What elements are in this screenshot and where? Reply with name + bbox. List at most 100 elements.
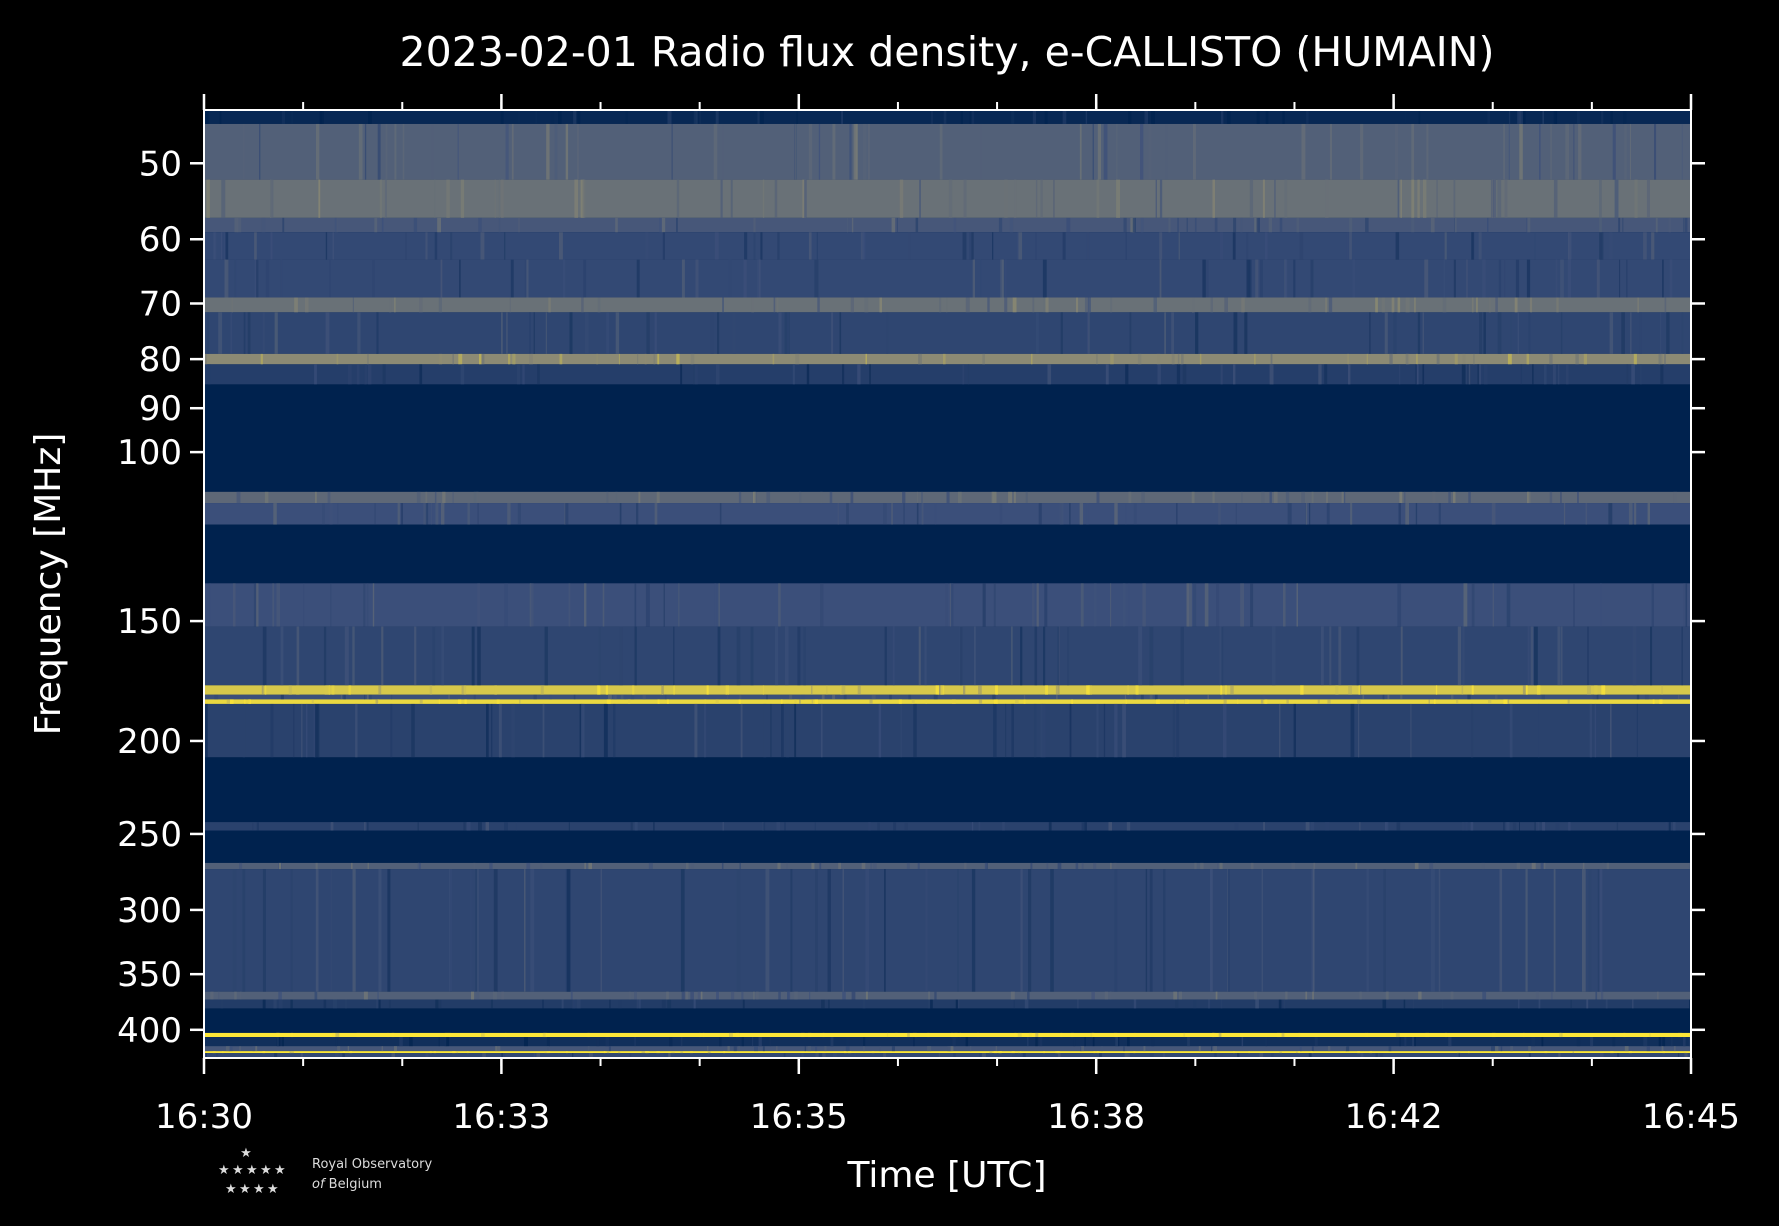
intensity-streak (215, 1053, 219, 1058)
intensity-streak (946, 491, 950, 504)
intensity-streak (908, 232, 911, 260)
intensity-streak (1043, 626, 1046, 686)
intensity-streak (808, 123, 813, 180)
intensity-streak (704, 699, 707, 704)
intensity-streak (877, 822, 880, 831)
intensity-streak (927, 1032, 930, 1038)
intensity-streak (998, 694, 1000, 700)
intensity-streak (709, 1053, 711, 1058)
intensity-streak (1027, 991, 1030, 1000)
intensity-streak (477, 503, 479, 525)
intensity-streak (1495, 297, 1498, 313)
intensity-streak (1471, 583, 1475, 627)
intensity-streak (953, 1053, 956, 1058)
y-tick-label: 200 (117, 722, 182, 762)
x-tick-label: 16:30 (155, 1097, 253, 1137)
intensity-streak (1174, 699, 1176, 704)
frequency-band (204, 1008, 1691, 1033)
intensity-streak (1539, 123, 1541, 180)
intensity-streak (1388, 1046, 1392, 1052)
intensity-streak (1093, 583, 1097, 627)
intensity-streak (501, 1053, 503, 1058)
intensity-streak (280, 626, 284, 686)
intensity-streak (851, 217, 854, 233)
intensity-streak (1411, 179, 1415, 218)
intensity-streak (435, 503, 439, 525)
intensity-streak (429, 1051, 432, 1054)
intensity-streak (481, 353, 485, 365)
intensity-streak (982, 353, 985, 365)
intensity-streak (508, 353, 511, 365)
intensity-streak (1585, 503, 1588, 525)
svg-text:★: ★ (239, 1182, 251, 1197)
intensity-streak (315, 491, 317, 504)
intensity-streak (1055, 685, 1059, 695)
intensity-streak (1503, 822, 1505, 831)
intensity-streak (1683, 217, 1685, 233)
intensity-streak (281, 1037, 284, 1047)
intensity-streak (838, 862, 841, 870)
y-tick-label: 80 (139, 340, 182, 380)
intensity-streak (1137, 353, 1142, 365)
intensity-streak (566, 1051, 568, 1054)
intensity-streak (1010, 991, 1015, 1000)
intensity-streak (1059, 503, 1064, 525)
intensity-streak (1305, 503, 1308, 525)
intensity-streak (1088, 685, 1093, 695)
intensity-streak (559, 232, 563, 260)
frequency-band (204, 1032, 1691, 1038)
intensity-streak (1359, 991, 1362, 1000)
intensity-streak (1352, 259, 1355, 298)
intensity-streak (477, 626, 481, 686)
intensity-streak (206, 110, 210, 124)
intensity-streak (1681, 626, 1683, 686)
intensity-streak (1035, 179, 1038, 218)
intensity-streak (971, 869, 976, 992)
intensity-streak (500, 110, 504, 124)
intensity-streak (496, 699, 500, 704)
intensity-streak (1618, 217, 1621, 233)
intensity-streak (1259, 259, 1263, 298)
intensity-streak (1599, 179, 1602, 218)
intensity-streak (1259, 1053, 1264, 1058)
intensity-streak (1155, 179, 1157, 218)
intensity-streak (1359, 822, 1361, 831)
intensity-streak (850, 491, 854, 504)
intensity-streak (1181, 353, 1184, 365)
intensity-streak (542, 999, 544, 1009)
intensity-streak (1681, 123, 1683, 180)
intensity-streak (1397, 297, 1401, 313)
intensity-streak (1046, 862, 1049, 870)
intensity-streak (646, 1051, 650, 1054)
intensity-streak (1040, 179, 1043, 218)
intensity-streak (470, 869, 472, 992)
intensity-streak (846, 503, 849, 525)
intensity-streak (1038, 503, 1042, 525)
intensity-streak (314, 703, 319, 758)
intensity-streak (1462, 822, 1465, 831)
intensity-streak (1482, 991, 1487, 1000)
intensity-streak (619, 503, 622, 525)
intensity-streak (248, 699, 251, 704)
intensity-streak (1255, 259, 1259, 298)
intensity-streak (1350, 503, 1353, 525)
intensity-streak (1060, 312, 1063, 354)
intensity-streak (1018, 1051, 1020, 1054)
intensity-streak (1404, 110, 1406, 124)
intensity-streak (1442, 297, 1447, 313)
intensity-streak (818, 123, 821, 180)
intensity-streak (1487, 110, 1491, 124)
intensity-streak (572, 1053, 574, 1058)
intensity-streak (1327, 699, 1331, 704)
intensity-streak (965, 297, 970, 313)
intensity-streak (1673, 491, 1678, 504)
intensity-streak (1326, 503, 1330, 525)
intensity-streak (1617, 1053, 1620, 1058)
intensity-streak (1506, 822, 1510, 831)
intensity-streak (568, 583, 571, 627)
intensity-streak (234, 217, 239, 233)
intensity-streak (1060, 1032, 1063, 1038)
intensity-streak (448, 694, 450, 700)
intensity-streak (603, 703, 608, 758)
intensity-streak (1184, 699, 1189, 704)
